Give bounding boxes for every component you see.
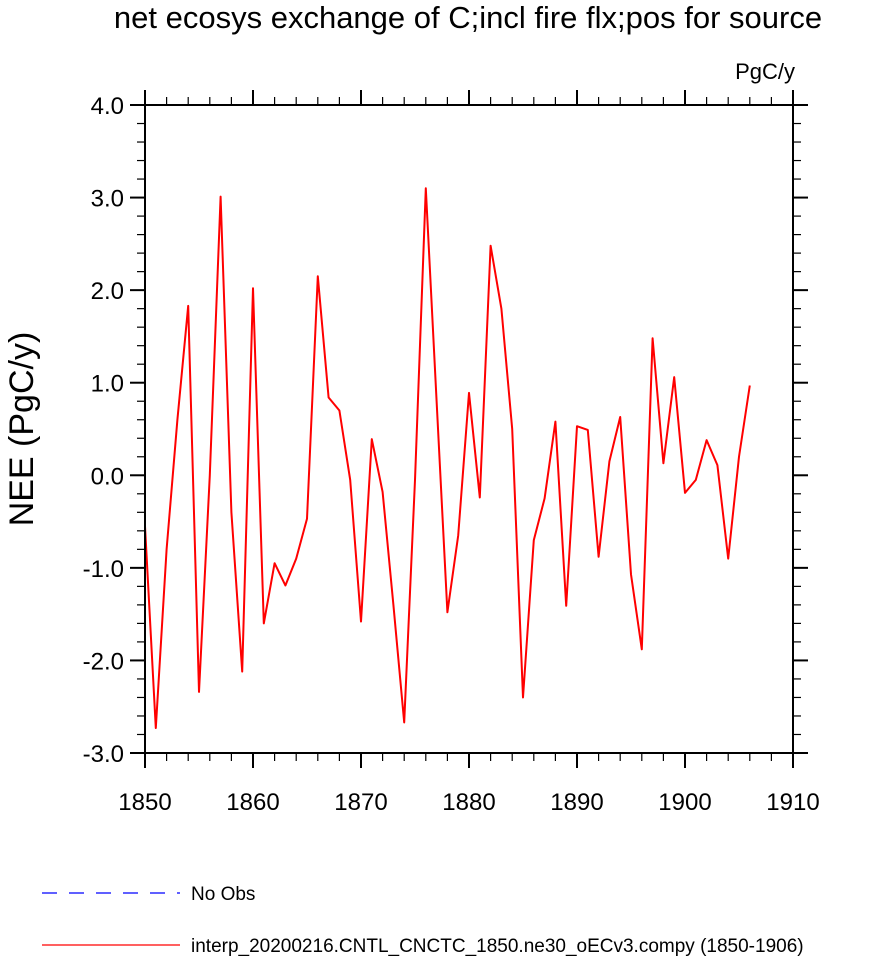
x-tick-label: 1880 bbox=[442, 789, 495, 816]
legend: No Obs interp_20200216.CNTL_CNCTC_1850.n… bbox=[42, 884, 804, 957]
y-tick-label: 0.0 bbox=[91, 463, 124, 490]
y-tick-labels: -3.0 -2.0 -1.0 0.0 1.0 2.0 3.0 4.0 bbox=[83, 93, 124, 768]
series-layer bbox=[144, 187, 751, 730]
y-tick-label: -2.0 bbox=[83, 648, 124, 675]
x-tick-labels: 1850 1860 1870 1880 1890 1900 1910 bbox=[118, 789, 819, 816]
y-tick-label: 4.0 bbox=[91, 93, 124, 120]
axis-ticks bbox=[130, 90, 808, 768]
legend-label-no-obs: No Obs bbox=[191, 884, 255, 905]
x-tick-label: 1870 bbox=[334, 789, 387, 816]
x-tick-label: 1890 bbox=[550, 789, 603, 816]
chart-title: net ecosys exchange of C;incl fire flx;p… bbox=[114, 0, 822, 35]
y-tick-label: 1.0 bbox=[91, 371, 124, 398]
x-tick-label: 1860 bbox=[226, 789, 279, 816]
x-tick-label: 1900 bbox=[658, 789, 711, 816]
y-axis-label: NEE (PgC/y) bbox=[3, 332, 41, 527]
x-tick-label: 1910 bbox=[766, 789, 819, 816]
y-tick-label: -3.0 bbox=[83, 741, 124, 768]
y-tick-label: -1.0 bbox=[83, 556, 124, 583]
units-label: PgC/y bbox=[735, 59, 795, 84]
legend-label-model: interp_20200216.CNTL_CNCTC_1850.ne30_oEC… bbox=[191, 936, 804, 957]
y-tick-label: 2.0 bbox=[91, 278, 124, 305]
y-tick-label: 3.0 bbox=[91, 186, 124, 213]
series-line-0 bbox=[144, 187, 751, 730]
x-tick-label: 1850 bbox=[118, 789, 171, 816]
plot-frame bbox=[144, 104, 794, 754]
